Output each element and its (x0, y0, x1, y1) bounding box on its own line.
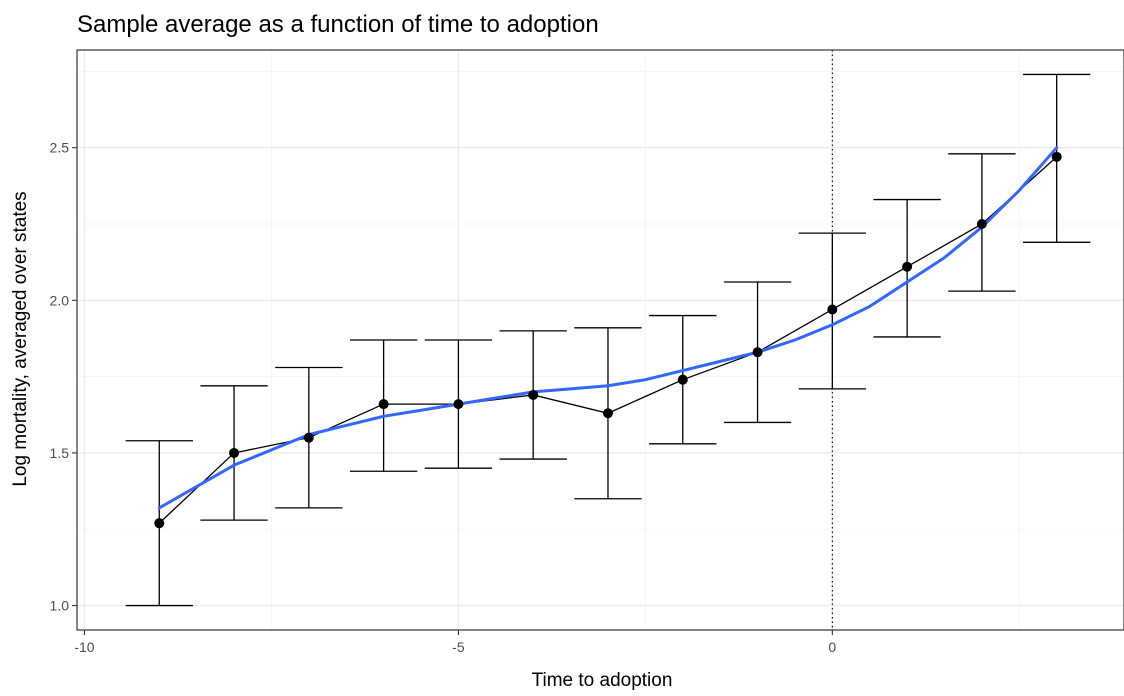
data-point (602, 408, 613, 419)
x-tick-label: -10 (74, 639, 94, 655)
points (154, 151, 1062, 529)
y-axis-title: Log mortality, averaged over states (10, 191, 31, 486)
data-point (229, 447, 240, 458)
chart-title: Sample average as a function of time to … (77, 11, 599, 38)
data-point (902, 261, 913, 272)
y-tick-label: 2.5 (50, 140, 70, 156)
data-point (453, 399, 464, 410)
data-point (378, 399, 389, 410)
y-tick-label: 1.0 (50, 598, 70, 614)
data-point (303, 432, 314, 443)
y-tick-label: 1.5 (50, 445, 70, 461)
x-tick-label: 0 (828, 639, 836, 655)
x-axis: -10 -5 0 (74, 630, 836, 655)
data-point (677, 374, 688, 385)
x-axis-title: Time to adoption (532, 670, 673, 691)
data-point (752, 347, 763, 358)
error-bars (125, 73, 1091, 607)
data-point (154, 518, 165, 529)
y-tick-label: 2.0 (50, 292, 70, 308)
data-point (827, 304, 838, 315)
x-tick-label: -5 (452, 639, 465, 655)
panel-border (76, 49, 1124, 631)
data-point (1051, 151, 1062, 162)
grid (77, 50, 1124, 630)
data-point (976, 219, 987, 229)
data-point (528, 389, 539, 400)
y-axis: 1.0 1.5 2.0 2.5 (50, 140, 77, 614)
